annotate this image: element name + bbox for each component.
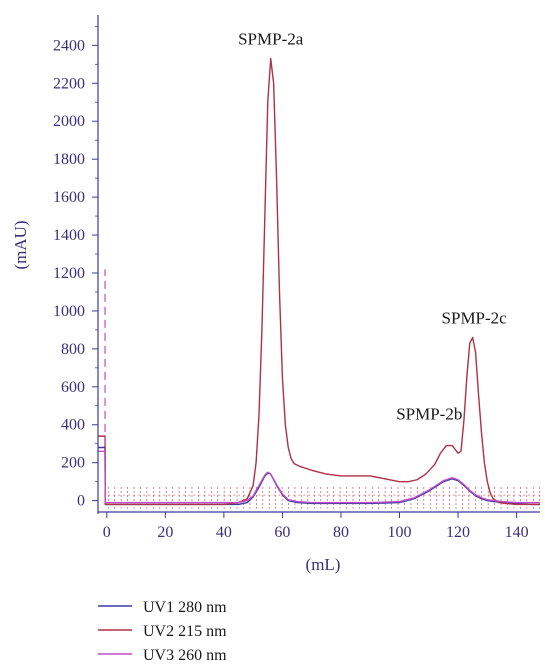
peak-label: SPMP-2c xyxy=(442,308,508,327)
y-tick-label: 2400 xyxy=(53,37,85,54)
labels-layer: (mAU) (mL) xyxy=(11,220,340,574)
legend: UV1 280 nm UV2 215 nm UV3 260 nm xyxy=(98,599,227,664)
x-tick-label: 80 xyxy=(333,524,349,541)
peak-label: SPMP-2a xyxy=(238,30,304,49)
x-tick-label: 140 xyxy=(505,524,529,541)
fraction-markers xyxy=(107,487,541,509)
y-tick-label: 1000 xyxy=(53,303,85,320)
series-line-3 xyxy=(98,450,540,504)
legend-label: UV3 260 nm xyxy=(143,647,227,664)
peak-annotations: SPMP-2a SPMP-2b SPMP-2c xyxy=(238,30,507,424)
x-axis-title: (mL) xyxy=(306,555,341,574)
y-tick-label: 1200 xyxy=(53,265,85,282)
axes-layer: 0200400600800100012001400160018002000220… xyxy=(53,15,540,541)
y-tick-label: 400 xyxy=(61,417,85,434)
series-line-2 xyxy=(98,57,540,506)
y-tick-label: 1600 xyxy=(53,189,85,206)
x-tick-label: 120 xyxy=(446,524,470,541)
y-tick-label: 200 xyxy=(61,455,85,472)
legend-label: UV1 280 nm xyxy=(143,599,227,616)
peak-label: SPMP-2b xyxy=(396,405,462,424)
y-tick-label: 0 xyxy=(77,493,85,510)
y-tick-label: 800 xyxy=(61,341,85,358)
y-tick-label: 600 xyxy=(61,379,85,396)
x-tick-label: 100 xyxy=(387,524,411,541)
y-axis-title: (mAU) xyxy=(11,220,30,269)
series-layer xyxy=(98,57,540,506)
series-line-1 xyxy=(98,446,540,506)
y-tick-label: 2200 xyxy=(53,75,85,92)
y-tick-label: 1400 xyxy=(53,227,85,244)
x-tick-label: 0 xyxy=(103,524,111,541)
x-tick-label: 20 xyxy=(157,524,173,541)
y-tick-label: 1800 xyxy=(53,151,85,168)
legend-label: UV2 215 nm xyxy=(143,623,227,640)
y-tick-label: 2000 xyxy=(53,113,85,130)
x-tick-label: 60 xyxy=(274,524,290,541)
x-tick-label: 40 xyxy=(216,524,232,541)
